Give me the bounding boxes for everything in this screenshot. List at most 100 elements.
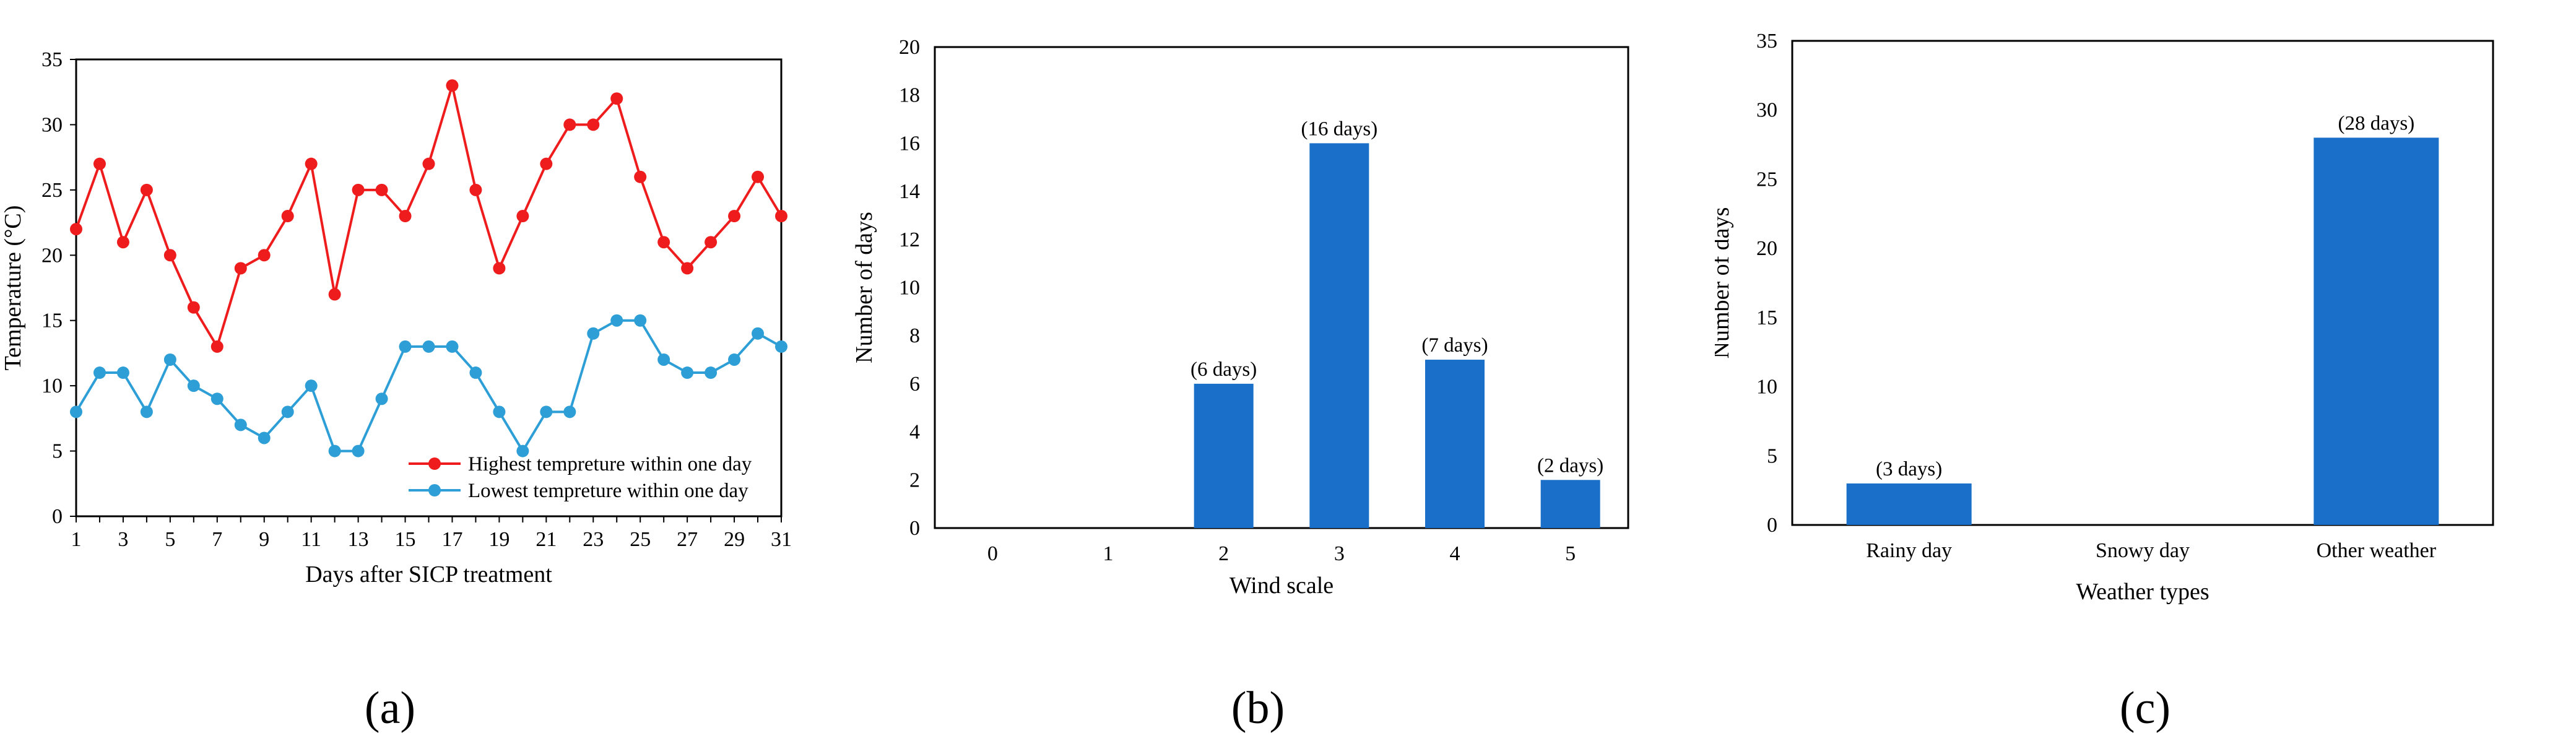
x-axis-title: Weather types: [2076, 579, 2209, 605]
data-point-highest: [681, 262, 694, 275]
y-tick-label: 20: [41, 244, 63, 267]
y-axis-title: Number of days: [851, 212, 877, 363]
y-tick-label: 5: [1767, 444, 1777, 467]
data-label: (2 days): [1537, 454, 1603, 477]
panel-label-b: (b): [1231, 683, 1285, 734]
y-tick-label: 6: [909, 373, 920, 396]
data-point-lowest: [140, 405, 153, 418]
data-point-highest: [140, 183, 153, 196]
x-tick-label: Snowy day: [2096, 539, 2190, 562]
data-point-lowest: [234, 418, 247, 431]
data-point-highest: [93, 157, 106, 170]
panel-label-a: (a): [365, 683, 415, 734]
x-tick-label: 19: [488, 528, 510, 551]
x-tick-label: 4: [1450, 542, 1460, 565]
data-point-highest: [258, 249, 271, 262]
x-tick-label: 1: [71, 528, 82, 551]
y-tick-label: 0: [52, 505, 63, 528]
plot-frame: [1791, 40, 2494, 526]
legend-marker: [428, 457, 441, 470]
legend-label: Highest tempreture within one day: [468, 453, 752, 475]
x-tick-label: 5: [165, 528, 175, 551]
y-tick-label: 35: [1756, 30, 1777, 53]
data-point-lowest: [540, 405, 553, 418]
x-tick-label: 21: [536, 528, 557, 551]
y-tick-label: 10: [41, 375, 63, 397]
data-label: (7 days): [1421, 334, 1488, 357]
x-tick-label: 15: [395, 528, 416, 551]
data-point-highest: [775, 210, 787, 223]
data-point-highest: [493, 262, 506, 275]
y-tick-label: 15: [1756, 306, 1777, 329]
data-point-lowest: [469, 366, 482, 379]
plot-frame: [934, 46, 1629, 529]
y-tick-label: 5: [52, 440, 63, 463]
data-point-lowest: [563, 405, 576, 418]
data-point-lowest: [752, 327, 765, 340]
data-point-highest: [587, 118, 600, 131]
y-tick-label: 2: [909, 469, 920, 492]
data-point-lowest: [446, 340, 459, 353]
data-point-lowest: [422, 340, 435, 353]
data-point-highest: [210, 340, 223, 353]
y-tick-label: 4: [909, 421, 920, 444]
x-tick-label: 29: [724, 528, 745, 551]
data-point-lowest: [657, 353, 670, 366]
panel-b-bar-chart: 0 2 4 6 8 10 12 14 16 18 20 0 1 (6 days) 2 (16 days) 3 (7…: [830, 0, 1715, 741]
y-tick-label: 14: [899, 180, 920, 203]
data-point-highest: [446, 79, 459, 92]
bar-5: [1540, 480, 1600, 528]
y-tick-label: 25: [41, 179, 63, 202]
legend-marker: [428, 484, 441, 496]
data-point-highest: [281, 210, 294, 223]
data-point-lowest: [305, 379, 318, 392]
x-tick-label: 27: [677, 528, 698, 551]
x-tick-label: 9: [259, 528, 269, 551]
data-point-highest: [422, 157, 435, 170]
x-tick-label: 7: [212, 528, 222, 551]
bar-3: [1309, 143, 1369, 528]
data-point-lowest: [328, 444, 341, 457]
y-tick-label: 8: [909, 324, 920, 347]
y-tick-label: 10: [899, 277, 920, 300]
data-point-lowest: [399, 340, 412, 353]
x-tick-label: Rainy day: [1866, 539, 1952, 562]
y-tick-label: 0: [909, 517, 920, 540]
series-line-highest: [75, 80, 783, 350]
data-point-lowest: [681, 366, 694, 379]
data-point-lowest: [634, 314, 647, 327]
x-tick-label: 0: [987, 542, 998, 565]
x-tick-label: 3: [118, 528, 128, 551]
y-tick-label: 25: [1756, 168, 1777, 191]
panel-a-line-chart: 0 5 10 15 20 25 30 35 1 3 5 7 9 11 13 15 17 19 21 23 25 27 29 3…: [0, 0, 830, 741]
x-tick-label: Other weather: [2317, 539, 2437, 562]
data-label: (6 days): [1190, 358, 1257, 381]
data-point-lowest: [610, 314, 623, 327]
data-point-lowest: [587, 327, 600, 340]
y-axis-title: Temperature (°C): [0, 206, 26, 371]
y-tick-label: 20: [1756, 237, 1777, 260]
y-tick-label: 12: [899, 228, 920, 251]
x-tick-label: 2: [1218, 542, 1229, 565]
x-tick-label: 17: [441, 528, 462, 551]
x-tick-label: 1: [1103, 542, 1114, 565]
data-point-highest: [657, 236, 670, 249]
data-point-highest: [70, 223, 82, 236]
data-point-lowest: [258, 431, 271, 444]
data-point-highest: [375, 183, 388, 196]
data-point-lowest: [375, 392, 388, 405]
y-tick-label: 30: [41, 113, 63, 136]
data-point-lowest: [70, 405, 82, 418]
x-tick-label: 23: [583, 528, 604, 551]
data-point-lowest: [210, 392, 223, 405]
data-point-lowest: [93, 366, 106, 379]
data-point-highest: [540, 157, 553, 170]
x-tick-label: 25: [630, 528, 651, 551]
data-point-lowest: [705, 366, 718, 379]
y-tick-label: 15: [41, 310, 63, 332]
data-point-highest: [634, 170, 647, 183]
y-tick-label: 0: [1767, 514, 1777, 537]
data-label: (28 days): [2338, 112, 2414, 134]
data-point-lowest: [493, 405, 506, 418]
